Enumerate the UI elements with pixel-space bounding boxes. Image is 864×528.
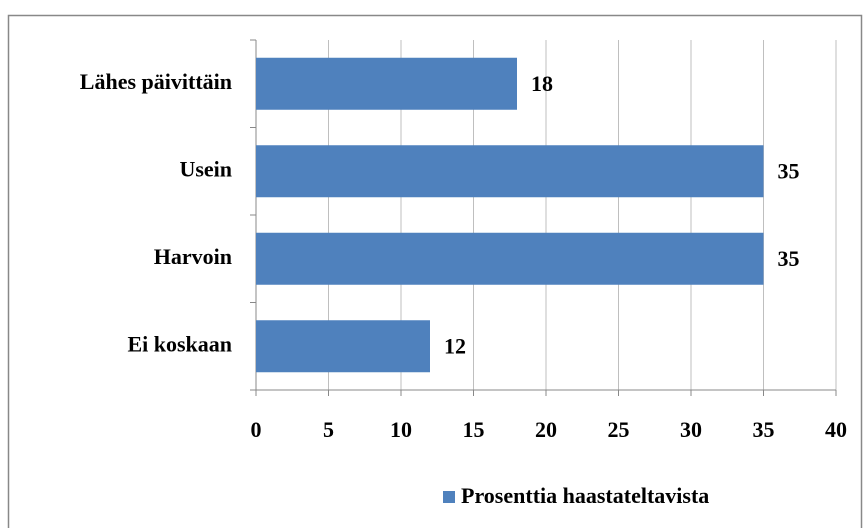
x-tick-label: 10 (390, 417, 412, 442)
data-label: 12 (444, 333, 466, 358)
y-tick-label: Lähes päivittäin (80, 69, 232, 94)
bar (256, 232, 764, 285)
x-tick-label: 25 (608, 417, 630, 442)
bar (256, 145, 764, 198)
x-tick-label: 20 (535, 417, 557, 442)
x-tick-label: 40 (825, 417, 847, 442)
data-label: 18 (531, 71, 553, 96)
y-tick-label: Ei koskaan (127, 331, 232, 356)
data-label: 35 (778, 246, 800, 271)
x-tick-label: 5 (323, 417, 334, 442)
data-label: 35 (778, 158, 800, 183)
bar (256, 57, 517, 110)
legend-swatch (443, 491, 455, 503)
bar (256, 320, 430, 373)
y-tick-label: Usein (179, 156, 232, 181)
x-tick-label: 30 (680, 417, 702, 442)
y-tick-label: Harvoin (154, 244, 232, 269)
x-tick-label: 0 (251, 417, 262, 442)
legend-label: Prosenttia haastateltavista (461, 483, 709, 508)
x-tick-label: 15 (463, 417, 485, 442)
x-tick-label: 35 (753, 417, 775, 442)
